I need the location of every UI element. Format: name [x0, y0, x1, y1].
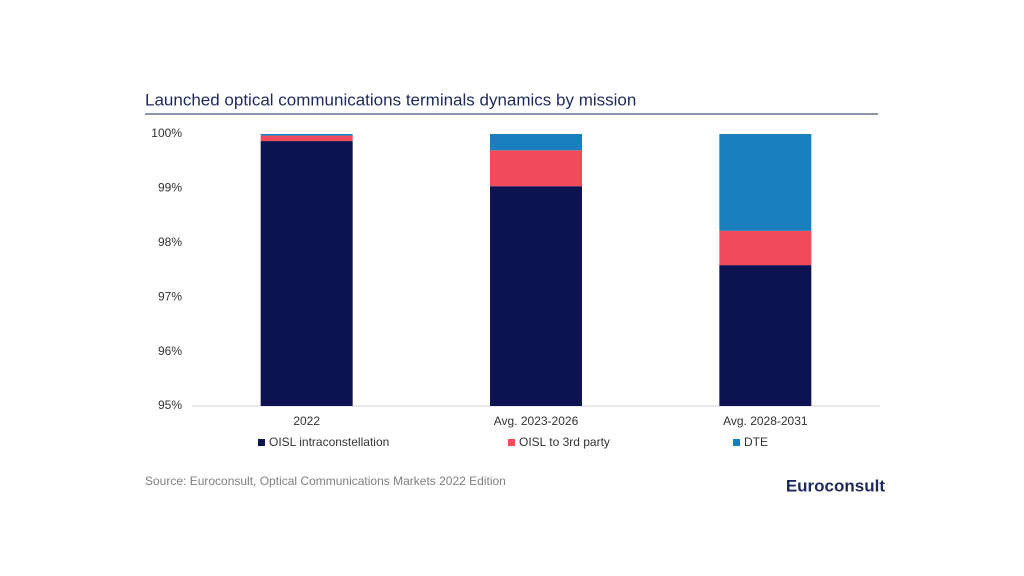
x-tick-label: 2022 [293, 414, 320, 428]
bar-segment [260, 135, 353, 142]
legend-label: OISL to 3rd party [519, 435, 610, 449]
x-tick-label: Avg. 2023-2026 [494, 414, 579, 428]
y-tick-label: 98% [158, 235, 182, 249]
y-tick-label: 96% [158, 344, 182, 358]
bar-segment [719, 230, 812, 266]
y-tick-label: 99% [158, 181, 182, 195]
legend-swatch [508, 439, 515, 446]
source-note: Source: Euroconsult, Optical Communicati… [145, 474, 506, 488]
legend-swatch [258, 439, 265, 446]
bar-segment [490, 150, 582, 187]
legend-swatch [733, 439, 740, 446]
bar-segment [719, 265, 812, 406]
y-tick-label: 95% [158, 398, 182, 412]
bar-segment [490, 134, 582, 151]
x-tick-label: Avg. 2028-2031 [723, 414, 808, 428]
legend-label: OISL intraconstellation [269, 435, 389, 449]
legend-label: DTE [744, 435, 768, 449]
bar-segment [260, 141, 353, 406]
logo: Euroconsult [786, 476, 886, 495]
y-tick-label: 97% [158, 289, 182, 303]
y-tick-label: 100% [151, 126, 182, 140]
bar-segment [719, 134, 812, 231]
bar-segment [490, 186, 582, 406]
chart-title: Launched optical communications terminal… [145, 90, 636, 109]
bar-segment [260, 134, 353, 136]
